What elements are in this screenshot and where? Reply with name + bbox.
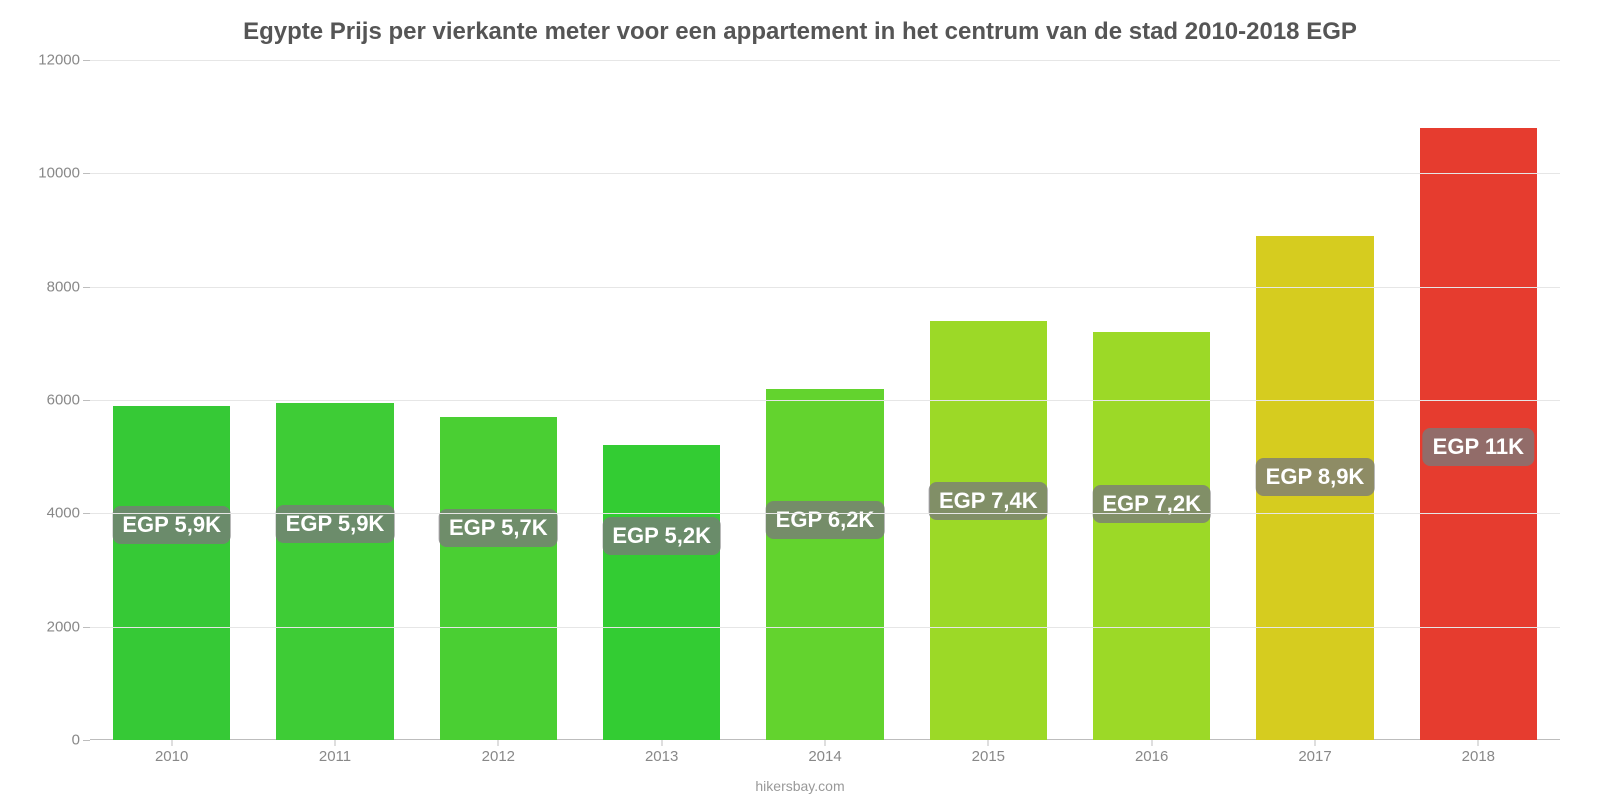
gridline xyxy=(90,287,1560,288)
bar-value-label: EGP 7,2K xyxy=(1092,485,1211,523)
y-tick-label: 0 xyxy=(20,732,80,749)
bar xyxy=(930,321,1048,740)
gridline xyxy=(90,60,1560,61)
y-tick-label: 10000 xyxy=(20,165,80,182)
y-tick-mark xyxy=(83,627,90,628)
x-tick-mark xyxy=(498,740,499,746)
y-tick-mark xyxy=(83,740,90,741)
plot-area: EGP 5,9K EGP 5,9K EGP 5,7K EGP 5,2K EGP 6,2K… xyxy=(90,60,1560,740)
x-tick-label: 2014 xyxy=(808,748,841,765)
x-tick-mark xyxy=(1315,740,1316,746)
bar xyxy=(440,417,558,740)
bar-value-label: EGP 5,2K xyxy=(602,517,721,555)
x-tick-mark xyxy=(661,740,662,746)
bar-value-label: EGP 7,4K xyxy=(929,482,1048,520)
x-tick-mark xyxy=(988,740,989,746)
x-tick-label: 2017 xyxy=(1298,748,1331,765)
x-tick-mark xyxy=(335,740,336,746)
attribution-text: hikersbay.com xyxy=(0,778,1600,794)
y-tick-mark xyxy=(83,287,90,288)
gridline xyxy=(90,627,1560,628)
y-tick-mark xyxy=(83,60,90,61)
y-tick-label: 2000 xyxy=(20,618,80,635)
gridline xyxy=(90,513,1560,514)
y-tick-label: 6000 xyxy=(20,392,80,409)
y-tick-mark xyxy=(83,400,90,401)
bar xyxy=(113,406,231,740)
bar xyxy=(276,403,394,740)
x-tick-mark xyxy=(1478,740,1479,746)
x-tick-label: 2018 xyxy=(1462,748,1495,765)
gridline xyxy=(90,173,1560,174)
x-tick-mark xyxy=(825,740,826,746)
x-tick-label: 2011 xyxy=(319,748,351,765)
bar-value-label: EGP 5,7K xyxy=(439,509,558,547)
x-tick-label: 2015 xyxy=(972,748,1005,765)
x-tick-mark xyxy=(171,740,172,746)
x-tick-mark xyxy=(1151,740,1152,746)
chart-title: Egypte Prijs per vierkante meter voor ee… xyxy=(0,18,1600,46)
gridline xyxy=(90,400,1560,401)
bar-value-label: EGP 5,9K xyxy=(112,506,231,544)
x-tick-label: 2013 xyxy=(645,748,678,765)
x-tick-label: 2010 xyxy=(155,748,188,765)
bar-value-label: EGP 6,2K xyxy=(766,501,885,539)
chart-container: Egypte Prijs per vierkante meter voor ee… xyxy=(0,0,1600,800)
bar-value-label: EGP 8,9K xyxy=(1256,458,1375,496)
x-tick-label: 2016 xyxy=(1135,748,1168,765)
bar xyxy=(1093,332,1211,740)
y-tick-mark xyxy=(83,513,90,514)
y-tick-label: 8000 xyxy=(20,278,80,295)
y-tick-label: 4000 xyxy=(20,505,80,522)
bar-value-label: EGP 11K xyxy=(1423,428,1534,466)
bar xyxy=(603,445,721,740)
x-tick-label: 2012 xyxy=(482,748,515,765)
bar-value-label: EGP 5,9K xyxy=(276,505,395,543)
y-tick-mark xyxy=(83,173,90,174)
bar xyxy=(766,389,884,740)
y-tick-label: 12000 xyxy=(20,52,80,69)
